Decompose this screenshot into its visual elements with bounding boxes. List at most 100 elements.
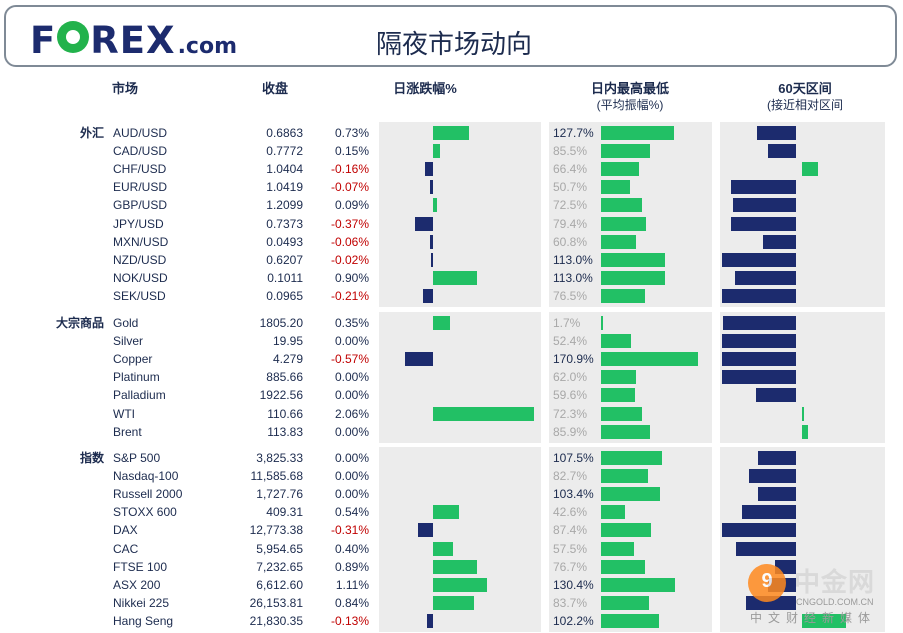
page-title: 隔夜市场动向	[376, 30, 533, 60]
row-intraday-range: 62.0%	[553, 370, 588, 385]
sixty-day-bar	[757, 451, 796, 466]
col-head-intraday-sub: (平均振幅%)	[596, 98, 664, 112]
row-close-value: 11,585.68	[250, 469, 304, 484]
logo-letter-f: F	[30, 19, 57, 62]
row-intraday-range: 107.5%	[553, 451, 594, 465]
row-close-value: 5,954.65	[256, 541, 303, 556]
intraday-range-bar	[601, 370, 637, 385]
row-market-name: Palladium	[113, 388, 166, 403]
daily-change-bar	[431, 252, 433, 267]
row-intraday-range: 170.9%	[553, 352, 594, 367]
row-close-value: 3,825.33	[256, 451, 303, 465]
sixty-day-bar	[722, 334, 796, 349]
row-daily-change: 1.11%	[335, 577, 369, 592]
row-daily-change: -0.02%	[330, 252, 369, 267]
row-market-name: WTI	[113, 406, 135, 421]
row-market-name: Copper	[113, 352, 153, 367]
sixty-day-bar	[767, 144, 796, 159]
row-close-value: 7,232.65	[256, 559, 303, 574]
sixty-day-bar	[723, 316, 796, 331]
intraday-range-bar	[601, 523, 651, 538]
row-market-name: Russell 2000	[113, 487, 183, 502]
row-intraday-range: 60.8%	[553, 234, 588, 249]
sixty-day-bar	[730, 216, 796, 231]
sixty-day-bar	[733, 198, 796, 213]
row-market-name: CAD/USD	[113, 144, 168, 159]
row-market-name: MXN/USD	[113, 234, 169, 249]
logo-letters-rex: REX	[90, 19, 176, 62]
row-daily-change: 0.40%	[334, 541, 369, 556]
row-market-name: Brent	[113, 424, 142, 439]
row-daily-change: 0.54%	[334, 505, 369, 520]
sixty-day-bar	[722, 288, 796, 303]
daily-change-bar	[433, 126, 469, 141]
row-close-value: 6,612.60	[256, 577, 303, 592]
row-intraday-range: 1.7%	[553, 316, 581, 330]
row-intraday-range: 85.9%	[553, 424, 588, 439]
row-daily-change: 0.00%	[334, 487, 369, 502]
intraday-range-bar	[601, 352, 699, 367]
sixty-day-bar	[722, 352, 796, 367]
intraday-range-bar	[601, 541, 634, 556]
group-label: 大宗商品	[55, 316, 104, 330]
daily-change-bar	[433, 577, 488, 592]
cngold-logo-icon: 9	[748, 564, 786, 602]
row-market-name: Silver	[113, 334, 144, 349]
row-intraday-range: 130.4%	[553, 577, 594, 592]
row-close-value: 0.7373	[266, 216, 303, 231]
intraday-range-bar	[601, 270, 666, 285]
row-market-name: Gold	[113, 316, 139, 330]
col-head-daily-change: 日涨跌幅%	[393, 81, 457, 96]
intraday-range-bar	[601, 162, 639, 177]
row-market-name: Platinum	[113, 370, 160, 385]
row-intraday-range: 50.7%	[553, 180, 588, 195]
sixty-day-bar	[756, 126, 796, 141]
sixty-day-bar	[758, 487, 796, 502]
intraday-range-bar	[601, 505, 626, 520]
forex-logo[interactable]: F REX .com	[30, 19, 238, 62]
row-market-name: Hang Seng	[113, 613, 174, 628]
sixty-day-bar	[749, 469, 796, 484]
row-intraday-range: 79.4%	[553, 216, 588, 231]
row-intraday-range: 66.4%	[553, 162, 588, 177]
daily-change-bar	[433, 406, 534, 421]
col-head-60day: 60天区间 (接近相对区间	[735, 80, 875, 114]
intraday-range-bar	[601, 613, 660, 628]
row-market-name: STOXX 600	[113, 505, 177, 520]
row-daily-change: 0.15%	[334, 144, 369, 159]
intraday-range-bar	[601, 252, 666, 267]
watermark-tagline: 中文财经新媒体	[750, 611, 877, 625]
sixty-day-bar	[730, 180, 796, 195]
logo-o-icon	[57, 21, 90, 53]
sixty-day-bar	[756, 388, 796, 403]
intraday-range-bar	[601, 126, 674, 141]
row-market-name: NZD/USD	[113, 252, 167, 267]
row-daily-change: 0.89%	[334, 559, 369, 574]
sixty-day-bar	[741, 505, 796, 520]
watermark-url: CNGOLD.COM.CN	[796, 597, 874, 607]
row-close-value: 1922.56	[259, 388, 303, 403]
row-market-name: SEK/USD	[113, 288, 166, 303]
row-close-value: 885.66	[266, 370, 303, 385]
logo-domain: .com	[177, 34, 238, 59]
row-intraday-range: 57.5%	[553, 541, 588, 556]
daily-change-bar	[422, 288, 433, 303]
intraday-range-bar	[601, 451, 663, 466]
sixty-day-bar	[722, 252, 796, 267]
row-daily-change: -0.07%	[330, 180, 369, 195]
row-market-name: Nasdaq-100	[113, 469, 179, 484]
row-intraday-range: 82.7%	[553, 469, 588, 484]
daily-change-bar	[433, 198, 438, 213]
daily-change-panel	[379, 312, 541, 443]
daily-change-bar	[433, 270, 478, 285]
daily-change-bar	[433, 316, 451, 331]
daily-change-bar	[405, 352, 433, 367]
group-label: 指数	[79, 451, 104, 465]
daily-change-bar	[433, 144, 441, 159]
sixty-day-bar	[734, 270, 796, 285]
row-close-value: 1,727.76	[256, 487, 303, 502]
col-head-close: 收盘	[261, 81, 288, 96]
col-head-intraday-title: 日内最高最低	[590, 81, 669, 96]
intraday-range-bar	[601, 144, 650, 159]
row-intraday-range: 72.5%	[553, 198, 588, 213]
